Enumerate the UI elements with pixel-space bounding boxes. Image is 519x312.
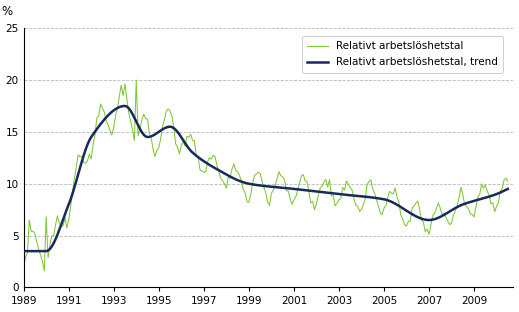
- Relativt arbetslöshetstal: [41, 269, 47, 273]
- Relativt arbetslöshetstal: [411, 204, 417, 208]
- Relativt arbetslöshetstal: [504, 179, 511, 183]
- Relativt arbetslöshetstal, trend: [122, 104, 128, 108]
- Line: Relativt arbetslöshetstal, trend: Relativt arbetslöshetstal, trend: [24, 106, 508, 251]
- Relativt arbetslöshetstal: [133, 78, 140, 82]
- Text: %: %: [2, 5, 13, 18]
- Relativt arbetslöshetstal: [289, 202, 295, 206]
- Relativt arbetslöshetstal, trend: [60, 218, 66, 222]
- Relativt arbetslöshetstal: [21, 263, 27, 267]
- Relativt arbetslöshetstal, trend: [441, 213, 447, 217]
- Relativt arbetslöshetstal: [43, 215, 49, 219]
- Relativt arbetslöshetstal: [311, 208, 318, 212]
- Relativt arbetslöshetstal, trend: [109, 110, 115, 114]
- Relativt arbetslöshetstal, trend: [504, 187, 511, 191]
- Legend: Relativt arbetslöshetstal, Relativt arbetslöshetstal, trend: Relativt arbetslöshetstal, Relativt arbe…: [302, 36, 503, 73]
- Line: Relativt arbetslöshetstal: Relativt arbetslöshetstal: [24, 80, 508, 271]
- Relativt arbetslöshetstal: [67, 205, 74, 209]
- Relativt arbetslöshetstal: [235, 170, 241, 173]
- Relativt arbetslöshetstal, trend: [497, 191, 503, 194]
- Relativt arbetslöshetstal, trend: [99, 120, 105, 124]
- Relativt arbetslöshetstal, trend: [250, 183, 256, 186]
- Relativt arbetslöshetstal, trend: [21, 249, 27, 253]
